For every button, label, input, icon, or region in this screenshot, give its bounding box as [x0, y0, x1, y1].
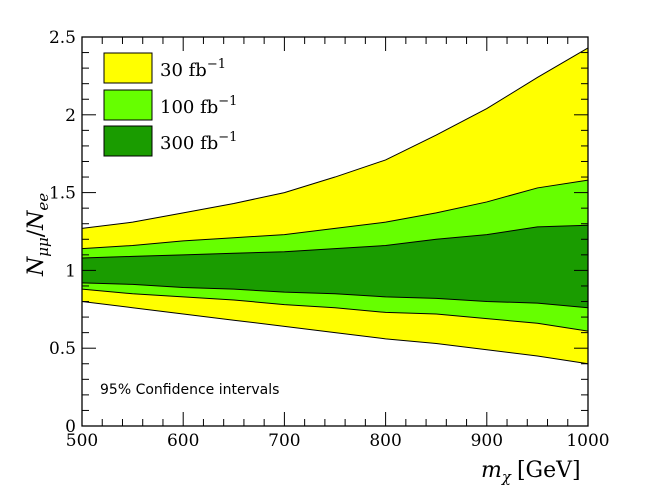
- annotation-confidence-intervals: 95% Confidence intervals: [100, 382, 279, 398]
- legend-swatch-300: [103, 125, 153, 157]
- x-tick-label: 900: [471, 431, 503, 451]
- y-axis-label: Nμμ/Nee: [24, 193, 52, 277]
- y-tick-label: 2: [65, 106, 76, 126]
- band-upper-edge: [81, 224, 589, 259]
- y-tick-label: 1.5: [49, 184, 76, 204]
- band-lower-edge: [81, 288, 589, 332]
- band-lower-edge: [81, 301, 589, 365]
- x-tick-label: 800: [369, 431, 401, 451]
- x-tick-label: 500: [66, 431, 98, 451]
- legend-swatch-100: [103, 89, 153, 121]
- legend: 30 fb−1 100 fb−1 300 fb−1: [103, 52, 237, 157]
- y-tick-label: 0: [65, 417, 76, 437]
- y-tick-label: 1: [65, 261, 76, 281]
- band-upper-edge: [81, 47, 589, 229]
- plot-frame: [81, 36, 589, 427]
- legend-label-100: 100 fb−1: [160, 94, 237, 118]
- x-tick-label: 600: [167, 431, 199, 451]
- band-upper-edge: [81, 179, 589, 250]
- band-lower-edge: [81, 282, 589, 309]
- x-tick-label: 1000: [566, 431, 609, 451]
- axis-ticks: [81, 36, 589, 427]
- bands-layer: [81, 47, 589, 365]
- x-tick-label: 700: [268, 431, 300, 451]
- y-tick-labels: 0 0.5 1 1.5 2 2.5: [49, 28, 76, 437]
- y-tick-label: 2.5: [49, 28, 76, 48]
- legend-label-300: 300 fb−1: [160, 130, 237, 154]
- legend-label-30: 30 fb−1: [160, 57, 226, 81]
- y-tick-label: 0.5: [49, 339, 76, 359]
- x-tick-labels: 500 600 700 800 900 1000: [66, 431, 610, 451]
- band-300-fb: [82, 225, 588, 308]
- legend-swatch-30: [103, 52, 153, 84]
- x-axis-label: mχ [GeV]: [481, 458, 581, 486]
